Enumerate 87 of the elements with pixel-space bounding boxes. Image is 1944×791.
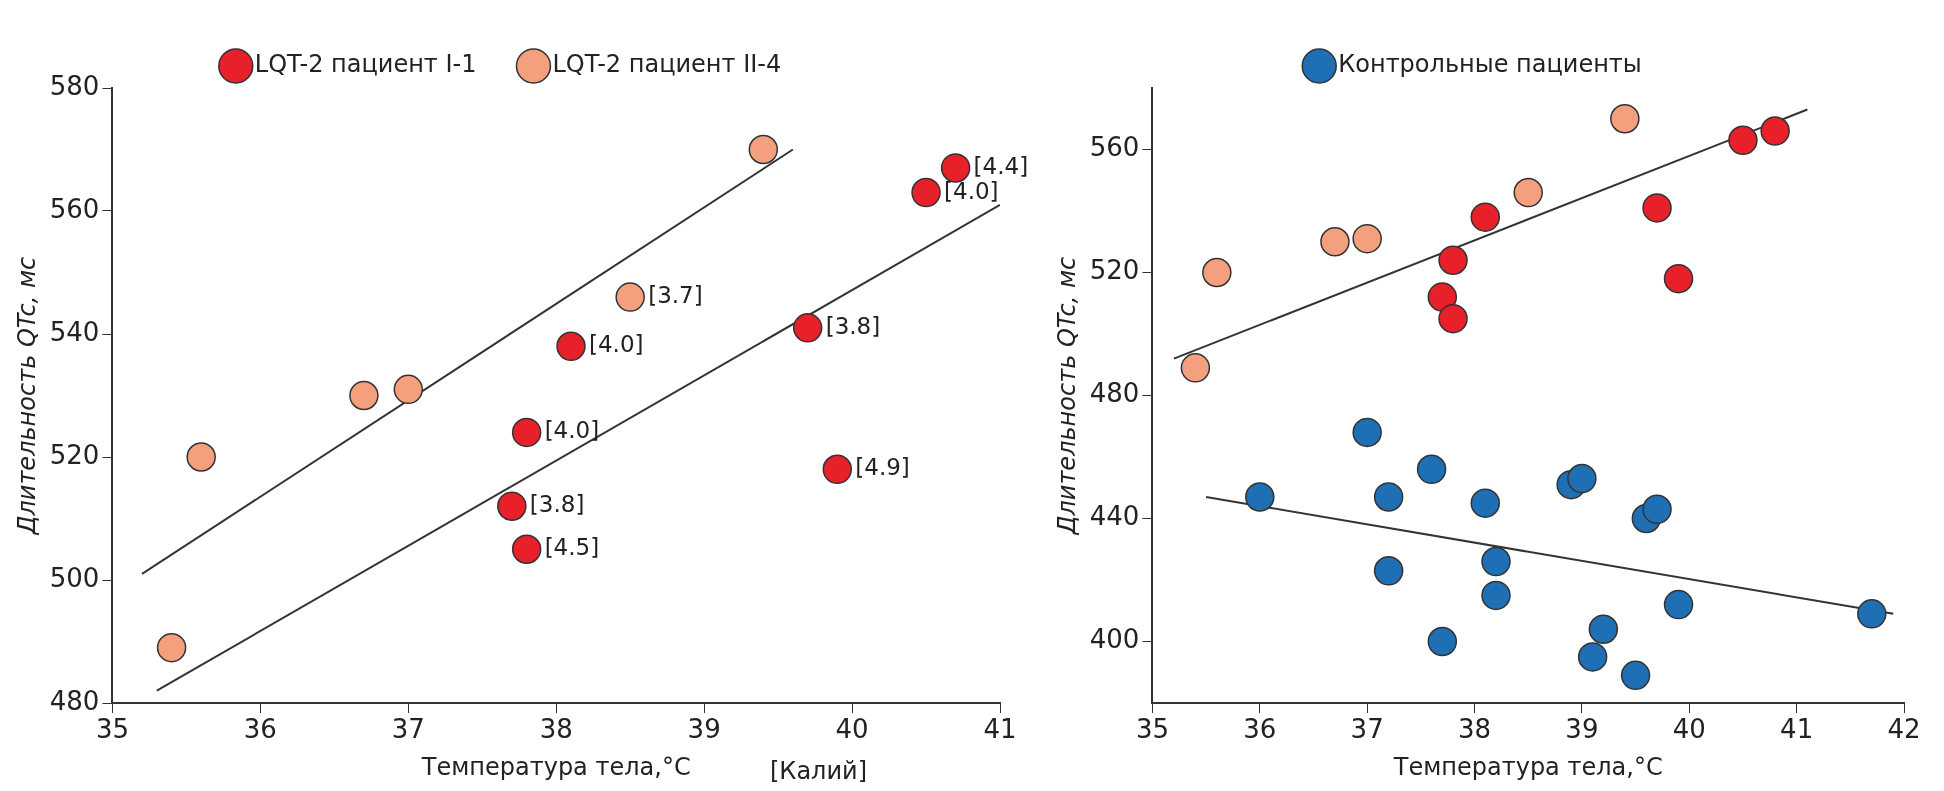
x-tick-label: 37 bbox=[1350, 714, 1384, 745]
y-tick-label: 560 bbox=[49, 193, 100, 224]
annotation: [3.8] bbox=[825, 312, 881, 339]
x-axis-title: Температура тела,°C bbox=[1392, 752, 1663, 781]
annotation: [4.9] bbox=[855, 454, 910, 481]
point bbox=[792, 313, 823, 343]
x-tick-label: 41 bbox=[983, 714, 1017, 745]
point bbox=[1416, 454, 1447, 485]
legend-label: Контрольные пациенты bbox=[1338, 50, 1642, 79]
point bbox=[1663, 263, 1694, 294]
x-tick-label: 36 bbox=[243, 714, 277, 745]
y-axis-title: Длительность QTc, мс bbox=[12, 256, 41, 536]
point bbox=[822, 454, 853, 485]
point bbox=[1642, 193, 1672, 223]
x-tick-label: 42 bbox=[1887, 714, 1921, 745]
y-axis-title: Длительность QTc, мс bbox=[1052, 256, 1081, 536]
x-tick-label: 40 bbox=[1672, 714, 1706, 745]
annotation: [4.0] bbox=[589, 331, 644, 358]
y-tick-label: 560 bbox=[1089, 132, 1140, 163]
y-tick-label: 400 bbox=[1089, 624, 1140, 655]
legend-label: LQT-2 пациент II-4 bbox=[552, 50, 782, 79]
annotation: [4.0] bbox=[944, 177, 999, 204]
x-tick-label: 40 bbox=[835, 714, 869, 745]
annotation: [3.7] bbox=[648, 282, 703, 309]
point bbox=[615, 282, 645, 312]
y-tick-label: 480 bbox=[1089, 378, 1140, 409]
text: [Калий] bbox=[770, 757, 868, 786]
point bbox=[1470, 488, 1501, 518]
y-tick-label: 580 bbox=[49, 70, 100, 101]
point bbox=[1202, 257, 1232, 288]
point bbox=[1610, 104, 1640, 134]
point bbox=[1642, 494, 1672, 525]
point bbox=[911, 177, 941, 208]
point bbox=[1760, 116, 1790, 146]
y-tick-label: 500 bbox=[49, 562, 100, 593]
point bbox=[1438, 245, 1468, 275]
point bbox=[497, 491, 527, 521]
y-tick-label: 520 bbox=[1089, 255, 1140, 286]
x-tick-label: 35 bbox=[95, 714, 129, 745]
annotation: [4.5] bbox=[544, 534, 600, 561]
point bbox=[1180, 353, 1211, 383]
point bbox=[1320, 227, 1350, 257]
x-tick-label: 38 bbox=[1457, 714, 1492, 745]
point bbox=[1373, 556, 1404, 586]
x-tick-label: 39 bbox=[1565, 714, 1599, 745]
annotation: [4.4] bbox=[973, 152, 1029, 179]
y-tick-label: 520 bbox=[49, 439, 100, 470]
point bbox=[393, 374, 424, 405]
point bbox=[1513, 177, 1543, 208]
annotation: [4.0] bbox=[544, 417, 600, 444]
point bbox=[1857, 599, 1887, 629]
point bbox=[1352, 223, 1382, 254]
point bbox=[556, 331, 586, 362]
point bbox=[1620, 660, 1651, 691]
x-tick-label: 36 bbox=[1243, 714, 1277, 745]
x-tick-label: 39 bbox=[687, 714, 721, 745]
x-tick-label: 35 bbox=[1135, 714, 1169, 745]
point bbox=[1438, 303, 1468, 334]
y-tick-label: 440 bbox=[1089, 501, 1140, 532]
annotation: [3.8] bbox=[529, 491, 585, 518]
y-tick-label: 480 bbox=[49, 685, 100, 716]
x-axis-title: Температура тела,°C bbox=[420, 752, 691, 781]
point bbox=[1588, 614, 1619, 644]
legend-label: LQT-2 пациент I-1 bbox=[254, 50, 477, 79]
point bbox=[1481, 580, 1511, 611]
point bbox=[1481, 546, 1511, 577]
point bbox=[1427, 282, 1458, 312]
point bbox=[748, 134, 779, 165]
x-tick-label: 41 bbox=[1780, 714, 1814, 745]
point bbox=[349, 380, 379, 411]
point bbox=[156, 632, 187, 663]
point bbox=[1427, 626, 1458, 657]
point bbox=[1373, 482, 1404, 512]
point bbox=[940, 153, 971, 183]
point bbox=[1352, 417, 1382, 448]
x-tick-label: 37 bbox=[391, 714, 425, 745]
point bbox=[1728, 125, 1758, 156]
point bbox=[1245, 482, 1275, 512]
point bbox=[1567, 463, 1597, 494]
y-tick-label: 540 bbox=[49, 316, 100, 347]
point bbox=[511, 417, 542, 448]
point bbox=[1663, 589, 1694, 620]
point bbox=[511, 534, 542, 564]
point bbox=[186, 442, 216, 472]
x-tick-label: 38 bbox=[539, 714, 573, 745]
point bbox=[1470, 202, 1501, 232]
point bbox=[1577, 642, 1608, 672]
